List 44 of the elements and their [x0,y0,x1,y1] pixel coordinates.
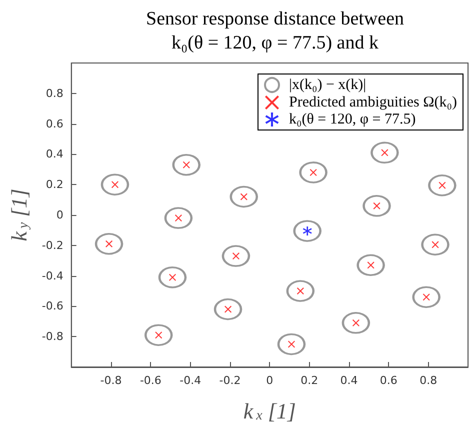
point [172,154,200,176]
y-axis-title: ky [1] [6,188,32,242]
y-tick-label: 0.2 [46,178,64,192]
point [101,174,129,196]
legend-label: |x(k₀) − x(k)| [288,77,366,93]
point [428,174,456,196]
point [230,186,258,208]
x-tick-label: -0.8 [100,374,122,387]
y-tick-label: -0.6 [42,300,64,313]
point [299,161,328,184]
x-tick-label: 0.4 [340,374,358,387]
legend-label: k₀(θ = 120, φ = 77.5) [288,112,416,128]
x-tick-label: -0.4 [180,374,202,387]
x-tick-label: -0.2 [219,374,241,387]
legend-label: Predicted ambiguities Ω(k₀) [288,94,458,110]
point [95,232,124,255]
x-axis-title: kx [1] [243,398,296,424]
x-tick-label: 0.8 [420,374,438,387]
x-tick-label: -0.6 [140,374,162,387]
point [421,234,450,256]
chart-title: Sensor response distance between k₀(θ = 120, φ = 77.5) and k [146,8,404,54]
y-tick-label: -0.4 [42,269,64,282]
x-tick-label: 0.6 [380,374,398,387]
point [278,333,306,356]
point [370,142,399,164]
x-tick-label: 0 [266,374,274,387]
point [164,207,192,230]
point [144,324,173,346]
point [222,245,250,268]
x-tick-label: 0.2 [300,374,318,387]
y-tick-label: 0.8 [46,86,64,100]
y-tick-label: 0 [56,208,64,222]
point [412,286,440,308]
point [362,194,391,217]
point [286,280,314,302]
y-tick-label: 0.6 [46,117,64,130]
point [356,254,385,276]
point [214,298,242,320]
y-tick-label: -0.2 [42,238,64,252]
y-tick-label: -0.8 [42,330,64,344]
point [342,312,370,334]
y-tick-label: 0.4 [46,148,64,161]
point [293,220,322,242]
point [158,266,187,288]
